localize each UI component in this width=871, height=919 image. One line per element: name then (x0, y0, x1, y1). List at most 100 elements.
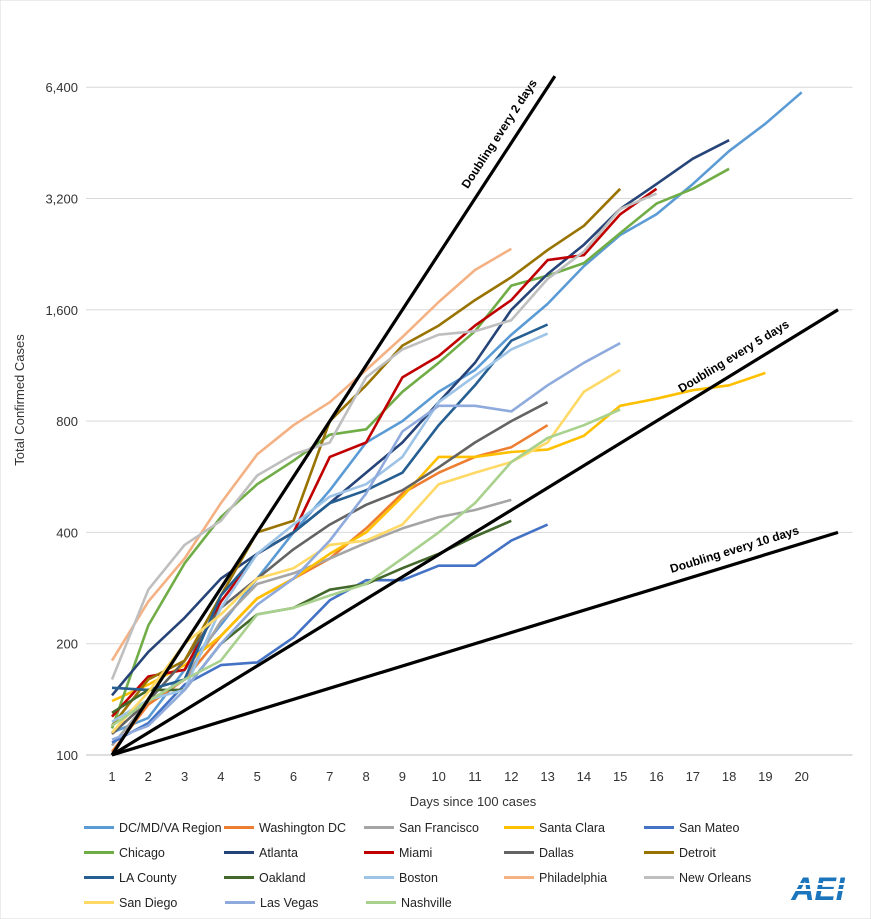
legend-item: Dallas (504, 846, 644, 860)
x-tick-label: 1 (108, 769, 115, 784)
legend-swatch (366, 901, 396, 904)
x-tick-label: 2 (145, 769, 152, 784)
x-tick-label: 9 (399, 769, 406, 784)
legend-swatch (364, 851, 394, 854)
y-tick-label: 400 (56, 525, 78, 540)
reference-line (111, 530, 839, 757)
legend-item: Boston (364, 871, 504, 885)
legend-swatch (504, 876, 534, 879)
legend-swatch (644, 826, 674, 829)
legend-label: Nashville (401, 895, 452, 910)
x-axis-title: Days since 100 cases (410, 794, 537, 809)
legend-label: Dallas (539, 845, 574, 860)
aei-logo: AEI (790, 871, 845, 906)
x-tick-label: 7 (326, 769, 333, 784)
legend-swatch (224, 826, 254, 829)
legend-row: DC/MD/VA Region Washington DC San Francisc… (84, 815, 784, 840)
legend-label: Santa Clara (539, 820, 606, 835)
legend-label: Atlanta (259, 845, 298, 860)
legend-label: New Orleans (679, 870, 752, 885)
legend-label: Chicago (119, 845, 165, 860)
legend-swatch (504, 826, 534, 829)
legend-label: Washington DC (259, 820, 347, 835)
legend-label: San Diego (119, 895, 178, 910)
x-tick-label: 16 (649, 769, 663, 784)
legend-item: Chicago (84, 846, 224, 860)
x-tick-label: 10 (431, 769, 445, 784)
x-tick-labels: 1 2 3 4 5 6 7 8 9 10 11 12 13 14 15 16 17 18 19 20 (108, 769, 809, 784)
legend-item: San Mateo (644, 821, 784, 835)
legend-item: Washington DC (224, 821, 364, 835)
legend-item: San Francisco (364, 821, 504, 835)
legend-item: Santa Clara (504, 821, 644, 835)
legend-label: Boston (399, 870, 438, 885)
y-tick-label: 800 (56, 414, 78, 429)
legend-item: Atlanta (224, 846, 364, 860)
y-axis-title: Total Confirmed Cases (12, 334, 27, 466)
legend-row: Chicago Atlanta Miami Dallas Detroit (84, 840, 784, 865)
x-tick-label: 5 (254, 769, 261, 784)
legend-swatch (84, 901, 114, 904)
legend-label: Oakland (259, 870, 306, 885)
legend-label: San Mateo (679, 820, 740, 835)
x-tick-label: 6 (290, 769, 297, 784)
legend-label: DC/MD/VA Region (119, 820, 222, 835)
legend-swatch (364, 876, 394, 879)
series-line-atlanta (111, 139, 730, 697)
legend-row: LA County Oakland Boston Philadelphia New Or… (84, 865, 784, 890)
legend-item: Miami (364, 846, 504, 860)
reference-line (111, 308, 839, 757)
legend-row: San Diego Las Vegas Nashville (84, 890, 784, 915)
x-tick-label: 20 (794, 769, 808, 784)
series-line-new-orleans (110, 192, 658, 680)
legend-swatch (84, 826, 114, 829)
legend-item: Las Vegas (225, 896, 366, 910)
x-tick-label: 17 (686, 769, 700, 784)
y-tick-label: 200 (56, 637, 78, 652)
x-tick-label: 3 (181, 769, 188, 784)
series-line-detroit (110, 187, 622, 727)
legend-item: New Orleans (644, 871, 784, 885)
legend-swatch (644, 876, 674, 879)
legend-item: Philadelphia (504, 871, 644, 885)
legend-swatch (224, 876, 254, 879)
legend-label: Las Vegas (260, 895, 319, 910)
series-lines (110, 91, 803, 753)
y-tick-labels: 100 200 400 800 1,600 3,200 6,400 (45, 80, 78, 763)
legend-item: Nashville (366, 896, 507, 910)
x-tick-label: 19 (758, 769, 772, 784)
legend-swatch (644, 851, 674, 854)
legend-item: San Diego (84, 896, 225, 910)
series-line-san-diego (111, 368, 621, 734)
legend-label: Detroit (679, 845, 716, 860)
y-tick-label: 6,400 (45, 80, 78, 95)
legend-label: Miami (399, 845, 433, 860)
y-tick-label: 3,200 (45, 192, 78, 207)
x-tick-label: 4 (217, 769, 224, 784)
legend-swatch (364, 826, 394, 829)
series-line-philadelphia (110, 247, 512, 662)
legend-swatch (84, 851, 114, 854)
x-tick-label: 11 (468, 769, 482, 784)
reference-line (110, 75, 557, 756)
x-tick-label: 15 (613, 769, 627, 784)
legend-swatch (504, 851, 534, 854)
legend-item: Detroit (644, 846, 784, 860)
x-tick-label: 14 (577, 769, 591, 784)
series-line-nashville (111, 408, 621, 727)
x-tick-label: 18 (722, 769, 736, 784)
series-line-santa-clara (111, 371, 766, 703)
y-tick-label: 100 (56, 748, 78, 763)
legend-label: Philadelphia (539, 870, 608, 885)
legend-item: LA County (84, 871, 224, 885)
x-tick-label: 8 (362, 769, 369, 784)
y-tick-label: 1,600 (45, 303, 78, 318)
legend-swatch (225, 901, 255, 904)
legend-swatch (84, 876, 114, 879)
x-tick-label: 13 (540, 769, 554, 784)
legend-label: LA County (119, 870, 177, 885)
legend-item: DC/MD/VA Region (84, 821, 224, 835)
legend-item: Oakland (224, 871, 364, 885)
legend-label: San Francisco (399, 820, 479, 835)
